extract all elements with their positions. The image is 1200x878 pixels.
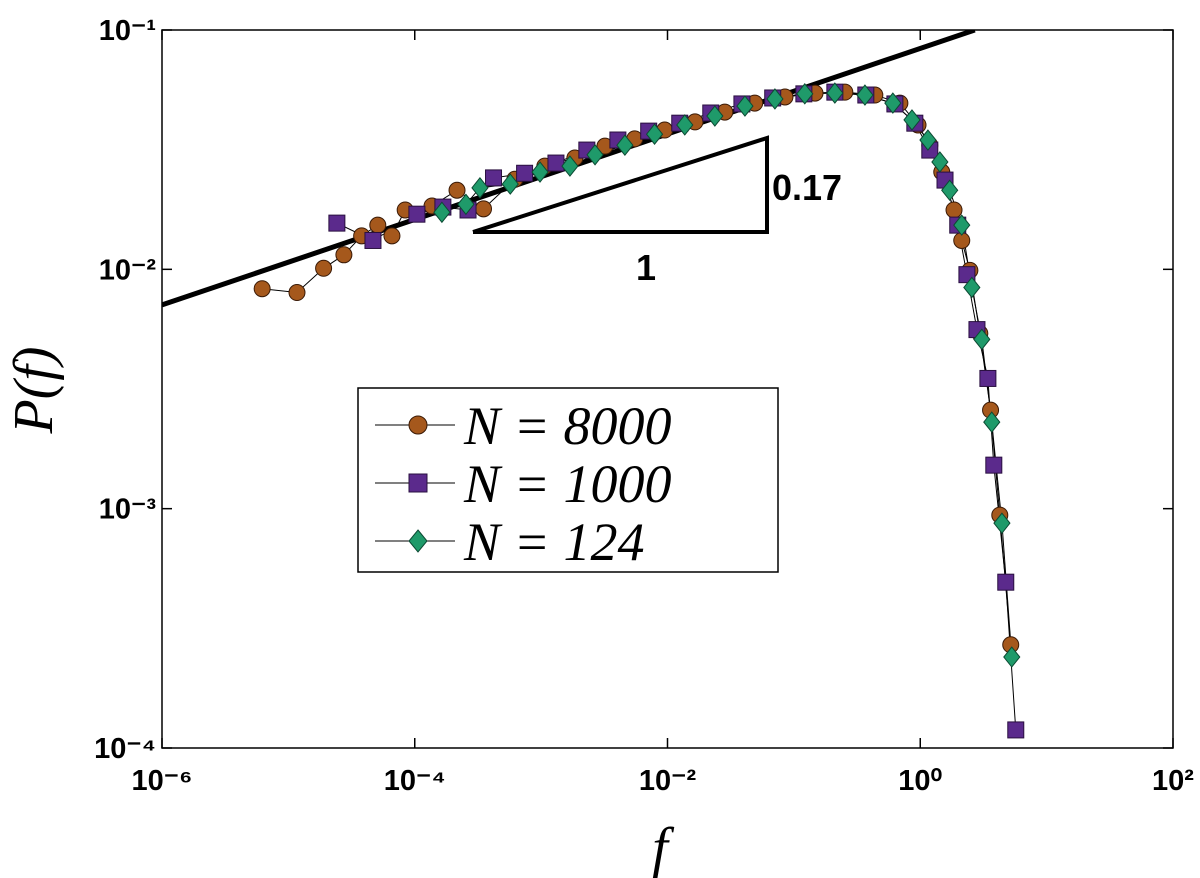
y-axis-label: P(f) (3, 346, 65, 434)
slope-triangle (472, 135, 769, 234)
x-tick-label: 10⁻² (639, 765, 697, 797)
marker (408, 205, 426, 223)
x-tick-label: 10⁻⁴ (384, 765, 446, 797)
marker (369, 216, 387, 234)
marker (1007, 721, 1025, 739)
marker (645, 123, 664, 145)
y-tick-label: 10⁻³ (99, 494, 157, 526)
marker (941, 179, 959, 202)
x-tick-label: 10⁻⁶ (132, 765, 193, 797)
marker (433, 201, 451, 224)
marker (983, 411, 1001, 433)
marker (616, 134, 634, 157)
marker (766, 88, 784, 110)
marker (253, 280, 271, 298)
marker (919, 129, 937, 151)
marker (516, 164, 534, 182)
marker (475, 200, 493, 218)
marker (457, 193, 475, 216)
marker (826, 82, 844, 104)
legend-label: N = 1000 (463, 454, 671, 514)
marker (408, 473, 428, 493)
marker (856, 84, 874, 106)
marker (931, 151, 949, 173)
marker (288, 284, 306, 302)
marker (383, 227, 401, 245)
y-tick-label: 10⁻¹ (99, 15, 156, 47)
marker (985, 456, 1003, 474)
marker (501, 173, 519, 195)
x-tick-label: 10⁰ (898, 765, 942, 797)
marker (706, 105, 724, 127)
marker (547, 154, 565, 172)
marker (471, 177, 489, 199)
marker (945, 201, 963, 219)
marker (884, 92, 902, 114)
marker (1003, 646, 1021, 668)
marker (973, 328, 991, 351)
legend-label: N = 124 (463, 512, 644, 572)
marker (953, 214, 971, 236)
plot-frame (161, 29, 1174, 749)
marker (586, 143, 604, 166)
marker (364, 231, 382, 249)
y-tick-label: 10⁻² (99, 254, 157, 286)
marker (561, 155, 579, 177)
slope-label: 0.17 (772, 167, 842, 208)
marker (963, 276, 981, 299)
marker (315, 259, 333, 277)
x-tick-label: 10² (1152, 765, 1194, 797)
marker (796, 83, 814, 105)
marker (997, 573, 1015, 591)
marker (485, 169, 503, 187)
marker (531, 161, 549, 183)
marker (328, 214, 346, 232)
marker (335, 246, 353, 264)
marker (676, 114, 694, 136)
marker (993, 512, 1011, 534)
marker (408, 529, 428, 553)
run-label: 1 (636, 247, 656, 288)
marker (903, 109, 921, 131)
marker (408, 415, 428, 435)
marker (736, 95, 754, 117)
y-tick-label: 10⁻⁴ (94, 733, 156, 765)
marker (979, 369, 997, 387)
marker (448, 181, 466, 199)
plot-area (162, 30, 1025, 739)
legend-label: N = 8000 (463, 396, 671, 456)
